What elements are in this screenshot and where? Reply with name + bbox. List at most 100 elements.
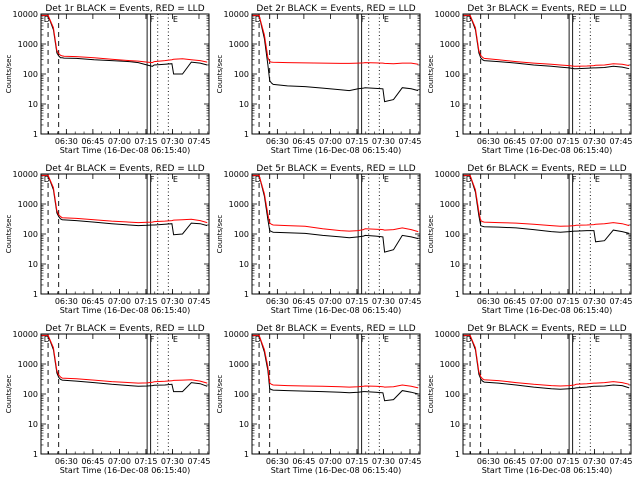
x-tick-label: 07:45 xyxy=(398,297,421,306)
detector-panel-1: Det 1r BLACK = Events, RED = LLD 1 10 100 10… xyxy=(5,4,211,155)
x-tick-label: 07:45 xyxy=(609,137,632,146)
x-tick-label: 06:45 xyxy=(503,457,526,466)
x-tick-label: 06:30 xyxy=(266,297,289,306)
detector-panel-3: Det 3r BLACK = Events, RED = LLD 1 10 100 10… xyxy=(427,4,633,155)
y-tick-label: 1 xyxy=(244,450,249,459)
y-tick-label: 10 xyxy=(239,420,249,429)
plot-frame xyxy=(462,173,632,295)
x-tick-label: 06:45 xyxy=(292,137,315,146)
y-axis-label: Counts/sec xyxy=(5,215,13,254)
top-marker-d: D xyxy=(44,15,50,24)
panel-title: Det 6r BLACK = Events, RED = LLD xyxy=(467,164,626,174)
x-tick-label: 07:15 xyxy=(556,137,579,146)
y-tick-label: 10000 xyxy=(224,170,249,179)
y-tick-label: 1000 xyxy=(229,200,249,209)
detector-panel-7: Det 7r BLACK = Events, RED = LLD 1 10 100 10… xyxy=(5,324,211,475)
x-tick-label: 07:15 xyxy=(134,137,157,146)
x-tick-label: 06:45 xyxy=(81,297,104,306)
top-marker-e: E xyxy=(384,15,389,24)
y-tick-label: 10000 xyxy=(224,330,249,339)
y-tick-label: 1000 xyxy=(18,360,38,369)
x-tick-label: 06:45 xyxy=(292,297,315,306)
x-tick-label: 06:30 xyxy=(55,297,78,306)
x-tick-label: 07:45 xyxy=(609,457,632,466)
x-tick-label: 06:30 xyxy=(477,137,500,146)
plot-frame xyxy=(40,333,210,455)
x-tick-label: 07:00 xyxy=(108,457,131,466)
top-marker-d: D xyxy=(466,15,472,24)
x-tick-label: 06:45 xyxy=(292,457,315,466)
series-line-lld xyxy=(41,14,208,64)
series-line-events xyxy=(41,334,208,393)
top-marker-f: F xyxy=(361,15,366,24)
top-marker-e: E xyxy=(173,175,178,184)
y-axis-label: Counts/sec xyxy=(427,55,435,94)
series-line-events xyxy=(252,174,419,253)
plot-frame xyxy=(462,13,632,135)
series-line-events xyxy=(463,334,630,390)
top-marker-d: D xyxy=(44,175,50,184)
x-axis-label: Start Time (16-Dec-08 06:15:40) xyxy=(271,146,402,155)
y-tick-label: 10000 xyxy=(13,10,38,19)
top-marker-e: E xyxy=(173,15,178,24)
plot-frame xyxy=(462,333,632,455)
y-tick-label: 10 xyxy=(28,420,38,429)
x-tick-label: 07:30 xyxy=(161,137,184,146)
y-axis-label: Counts/sec xyxy=(427,215,435,254)
x-axis-label: Start Time (16-Dec-08 06:15:40) xyxy=(482,146,613,155)
x-tick-label: 07:00 xyxy=(530,297,553,306)
x-tick-label: 07:30 xyxy=(372,457,395,466)
detector-panel-9: Det 9r BLACK = Events, RED = LLD 1 10 100 10… xyxy=(427,324,633,475)
series-line-events xyxy=(252,14,419,103)
series-line-events xyxy=(252,334,419,402)
x-tick-label: 07:00 xyxy=(530,457,553,466)
series-line-lld xyxy=(41,334,208,384)
series-line-lld xyxy=(41,174,208,224)
x-tick-label: 07:15 xyxy=(556,457,579,466)
detector-panel-6: Det 6r BLACK = Events, RED = LLD 1 10 100 10… xyxy=(427,164,633,315)
y-tick-label: 1 xyxy=(33,450,38,459)
y-tick-label: 100 xyxy=(23,230,38,239)
x-tick-label: 07:00 xyxy=(319,137,342,146)
top-marker-f: F xyxy=(572,175,577,184)
x-axis-label: Start Time (16-Dec-08 06:15:40) xyxy=(482,466,613,475)
x-tick-label: 07:45 xyxy=(187,297,210,306)
plot-frame xyxy=(251,173,421,295)
series-line-events xyxy=(41,174,208,236)
plot-frame xyxy=(251,333,421,455)
top-marker-e: E xyxy=(173,335,178,344)
x-tick-label: 07:45 xyxy=(187,457,210,466)
y-tick-label: 10000 xyxy=(435,330,460,339)
series-line-events xyxy=(463,174,630,243)
x-axis-label: Start Time (16-Dec-08 06:15:40) xyxy=(271,466,402,475)
y-tick-label: 10 xyxy=(239,100,249,109)
x-tick-label: 06:45 xyxy=(81,457,104,466)
y-tick-label: 10000 xyxy=(13,330,38,339)
x-axis-label: Start Time (16-Dec-08 06:15:40) xyxy=(60,466,191,475)
x-tick-label: 06:45 xyxy=(503,137,526,146)
series-line-lld xyxy=(463,14,630,67)
panel-title: Det 2r BLACK = Events, RED = LLD xyxy=(256,4,415,14)
panel-title: Det 9r BLACK = Events, RED = LLD xyxy=(467,324,626,334)
top-marker-d: D xyxy=(255,175,261,184)
y-tick-label: 1 xyxy=(455,130,460,139)
series-line-events xyxy=(463,14,630,70)
top-marker-e: E xyxy=(595,175,600,184)
x-tick-label: 06:30 xyxy=(266,457,289,466)
y-axis-label: Counts/sec xyxy=(427,375,435,414)
plot-frame xyxy=(40,173,210,295)
detector-panel-2: Det 2r BLACK = Events, RED = LLD 1 10 100 10… xyxy=(216,4,422,155)
x-tick-label: 06:45 xyxy=(81,137,104,146)
series-line-lld xyxy=(463,174,630,227)
detector-panel-8: Det 8r BLACK = Events, RED = LLD 1 10 100 10… xyxy=(216,324,422,475)
y-tick-label: 1000 xyxy=(440,40,460,49)
y-tick-label: 100 xyxy=(445,390,460,399)
top-marker-f: F xyxy=(572,335,577,344)
y-tick-label: 100 xyxy=(445,230,460,239)
y-tick-label: 100 xyxy=(445,70,460,79)
x-tick-label: 06:30 xyxy=(55,137,78,146)
y-tick-label: 1 xyxy=(455,450,460,459)
series-line-lld xyxy=(463,334,630,387)
panel-title: Det 5r BLACK = Events, RED = LLD xyxy=(256,164,415,174)
